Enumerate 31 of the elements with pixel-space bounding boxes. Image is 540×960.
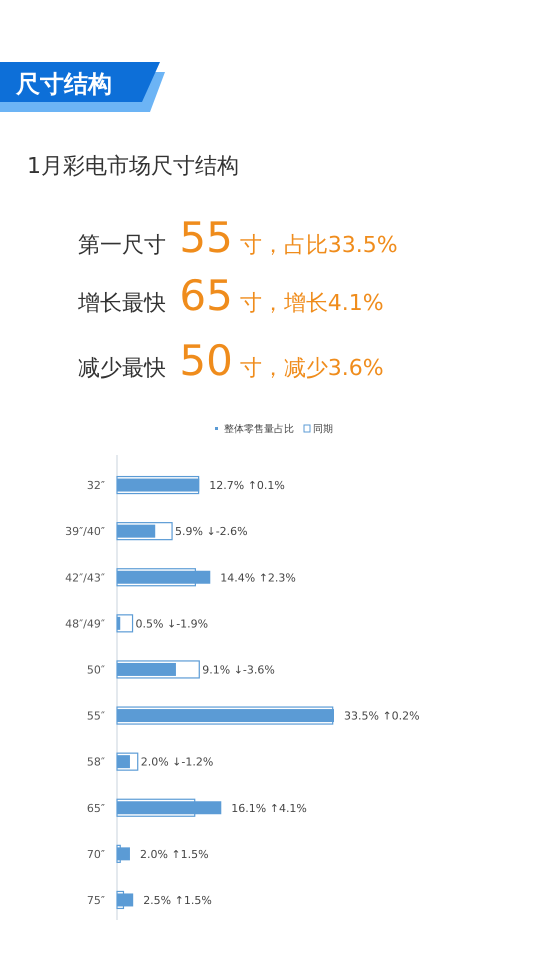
y-tick-label: 50″: [86, 663, 105, 676]
bar: [117, 570, 210, 584]
data-label: 33.5% ↑0.2%: [344, 710, 420, 723]
y-tick-label: 48″/49″: [65, 617, 105, 630]
data-label: 2.0% ↑1.5%: [140, 848, 209, 861]
legend-label: 同期: [313, 423, 333, 435]
chart-title: 尺寸结构: [15, 70, 112, 98]
y-tick-label: 70″: [86, 848, 105, 861]
data-label: 14.4% ↑2.3%: [220, 571, 296, 584]
y-tick-label: 75″: [86, 894, 105, 907]
y-tick-label: 39″/40″: [65, 525, 105, 538]
y-tick-label: 55″: [86, 710, 105, 723]
bar: [117, 847, 130, 860]
bar: [117, 801, 222, 814]
y-tick-label: 42″/43″: [65, 571, 105, 584]
data-label: 12.7% ↑0.1%: [209, 479, 285, 492]
y-tick-label: 65″: [86, 802, 105, 815]
text: 减少最快 50 寸，减少3.6%: [78, 336, 384, 385]
legend-label: 整体零售量占比: [224, 423, 294, 435]
data-label: 9.1% ↓-3.6%: [202, 663, 275, 676]
data-label: 16.1% ↑4.1%: [231, 802, 307, 815]
y-tick-label: 58″: [86, 756, 105, 769]
data-label: 5.9% ↓-2.6%: [175, 525, 248, 538]
chart-subtitle: 1月彩电市场尺寸结构: [27, 154, 239, 179]
data-label: 2.0% ↓-1.2%: [140, 756, 214, 769]
data-label: 2.5% ↑1.5%: [143, 894, 212, 907]
text: 第一尺寸 55 寸，占比33.5%: [78, 213, 398, 262]
y-tick-label: 32″: [86, 479, 105, 492]
bar: [117, 893, 134, 906]
text: 增长最快 65 寸，增长4.1%: [77, 271, 384, 320]
data-label: 0.5% ↓-1.9%: [136, 617, 208, 630]
